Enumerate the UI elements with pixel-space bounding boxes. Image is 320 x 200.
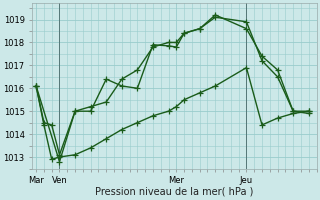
X-axis label: Pression niveau de la mer( hPa ): Pression niveau de la mer( hPa ) <box>95 187 253 197</box>
